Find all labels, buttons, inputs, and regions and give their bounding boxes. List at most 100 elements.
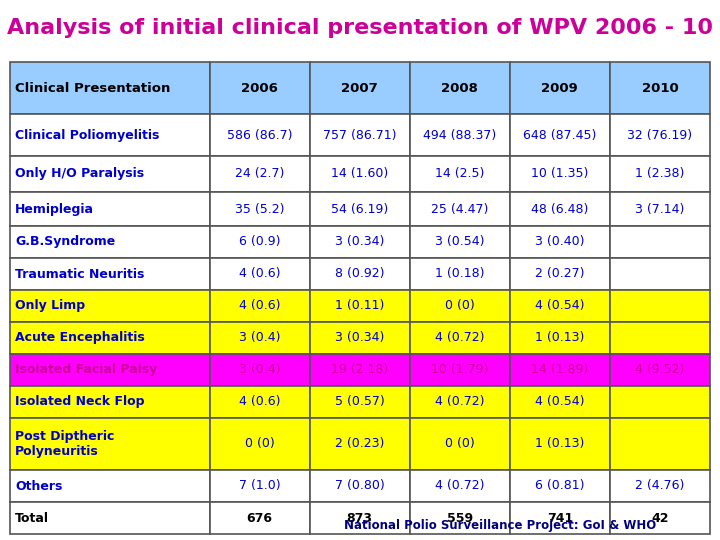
Text: 0 (0): 0 (0) <box>445 300 474 313</box>
Bar <box>310 470 410 502</box>
Text: 5 (0.57): 5 (0.57) <box>335 395 384 408</box>
Text: 4 (0.72): 4 (0.72) <box>435 480 485 492</box>
Bar <box>410 502 510 534</box>
Bar <box>510 290 610 322</box>
Text: 35 (5.2): 35 (5.2) <box>235 202 284 215</box>
Text: 2010: 2010 <box>642 82 678 94</box>
Text: 4 (0.6): 4 (0.6) <box>239 300 280 313</box>
Bar <box>210 192 310 226</box>
Text: 2 (0.27): 2 (0.27) <box>535 267 585 280</box>
Bar <box>510 354 610 386</box>
Bar <box>10 258 210 290</box>
Text: Only Limp: Only Limp <box>15 300 85 313</box>
Text: 676: 676 <box>246 511 273 524</box>
Bar <box>410 114 510 156</box>
Text: 3 (0.40): 3 (0.40) <box>535 235 585 248</box>
Text: Post Diptheric
Polyneuritis: Post Diptheric Polyneuritis <box>15 430 114 458</box>
Text: Clinical Poliomyelitis: Clinical Poliomyelitis <box>15 129 159 141</box>
Text: G.B.Syndrome: G.B.Syndrome <box>15 235 115 248</box>
Bar <box>10 322 210 354</box>
Bar <box>610 470 710 502</box>
Text: 4 (0.54): 4 (0.54) <box>535 300 585 313</box>
Bar <box>410 470 510 502</box>
Text: 14 (1.89): 14 (1.89) <box>531 363 588 376</box>
Text: 757 (86.71): 757 (86.71) <box>323 129 397 141</box>
Bar <box>10 226 210 258</box>
Text: 3 (0.54): 3 (0.54) <box>435 235 485 248</box>
Text: 54 (6.19): 54 (6.19) <box>331 202 388 215</box>
Bar <box>510 258 610 290</box>
Text: 494 (88.37): 494 (88.37) <box>423 129 496 141</box>
Text: 3 (0.34): 3 (0.34) <box>335 235 384 248</box>
Bar <box>510 156 610 192</box>
Bar <box>610 418 710 470</box>
Bar <box>210 226 310 258</box>
Text: 10 (1.79): 10 (1.79) <box>431 363 488 376</box>
Bar <box>410 354 510 386</box>
Bar <box>410 192 510 226</box>
Bar <box>310 114 410 156</box>
Text: 8 (0.92): 8 (0.92) <box>335 267 384 280</box>
Bar <box>310 156 410 192</box>
Text: 42: 42 <box>651 511 669 524</box>
Text: 873: 873 <box>346 511 373 524</box>
Bar <box>10 290 210 322</box>
Text: 4 (0.6): 4 (0.6) <box>239 267 280 280</box>
Text: 6 (0.81): 6 (0.81) <box>535 480 585 492</box>
Text: 14 (1.60): 14 (1.60) <box>331 167 388 180</box>
Text: Acute Encephalitis: Acute Encephalitis <box>15 332 145 345</box>
Bar <box>210 156 310 192</box>
Bar <box>310 418 410 470</box>
Bar <box>310 386 410 418</box>
Bar <box>510 192 610 226</box>
Bar <box>210 322 310 354</box>
Bar <box>10 386 210 418</box>
Bar <box>510 470 610 502</box>
Bar <box>510 114 610 156</box>
Bar <box>610 226 710 258</box>
Text: 2 (0.23): 2 (0.23) <box>335 437 384 450</box>
Text: Only H/O Paralysis: Only H/O Paralysis <box>15 167 144 180</box>
Text: 2007: 2007 <box>341 82 378 94</box>
Bar <box>10 62 210 114</box>
Text: 4 (0.6): 4 (0.6) <box>239 395 280 408</box>
Text: 3 (0.34): 3 (0.34) <box>335 332 384 345</box>
Text: Analysis of initial clinical presentation of WPV 2006 - 10: Analysis of initial clinical presentatio… <box>7 18 713 38</box>
Text: 4 (0.72): 4 (0.72) <box>435 395 485 408</box>
Text: Hemiplegia: Hemiplegia <box>15 202 94 215</box>
Text: 3 (7.14): 3 (7.14) <box>635 202 685 215</box>
Bar <box>610 258 710 290</box>
Text: 4 (0.54): 4 (0.54) <box>535 395 585 408</box>
Bar <box>610 114 710 156</box>
Text: 7 (1.0): 7 (1.0) <box>239 480 280 492</box>
Bar <box>410 290 510 322</box>
Bar <box>310 258 410 290</box>
Bar <box>510 322 610 354</box>
Text: 1 (0.18): 1 (0.18) <box>435 267 485 280</box>
Bar <box>210 114 310 156</box>
Text: 741: 741 <box>546 511 573 524</box>
Bar <box>10 418 210 470</box>
Bar <box>410 226 510 258</box>
Bar <box>310 502 410 534</box>
Bar <box>610 386 710 418</box>
Bar <box>210 418 310 470</box>
Bar <box>610 156 710 192</box>
Bar <box>510 502 610 534</box>
Bar <box>10 192 210 226</box>
Text: Total: Total <box>15 511 49 524</box>
Text: 4 (0.72): 4 (0.72) <box>435 332 485 345</box>
Text: Isolated Neck Flop: Isolated Neck Flop <box>15 395 145 408</box>
Bar <box>510 226 610 258</box>
Text: 559: 559 <box>446 511 473 524</box>
Text: National Polio Surveillance Project: GoI & WHO: National Polio Surveillance Project: GoI… <box>344 518 656 531</box>
Text: Clinical Presentation: Clinical Presentation <box>15 82 171 94</box>
Text: 2008: 2008 <box>441 82 478 94</box>
Bar <box>210 258 310 290</box>
Text: 2009: 2009 <box>541 82 578 94</box>
Bar <box>210 290 310 322</box>
Bar <box>310 62 410 114</box>
Text: 3 (0.4): 3 (0.4) <box>239 363 280 376</box>
Text: 0 (0): 0 (0) <box>245 437 274 450</box>
Bar <box>410 156 510 192</box>
